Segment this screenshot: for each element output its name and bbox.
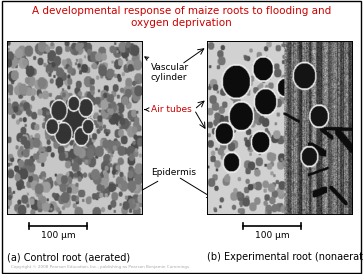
Text: Epidermis: Epidermis: [138, 168, 196, 193]
Text: oxygen deprivation: oxygen deprivation: [131, 18, 232, 28]
Text: (b) Experimental root (nonaerated): (b) Experimental root (nonaerated): [207, 252, 363, 262]
Text: 100 μm: 100 μm: [41, 231, 76, 240]
Text: Copyright © 2008 Pearson Education, Inc., publishing as Pearson Benjamin Cumming: Copyright © 2008 Pearson Education, Inc.…: [11, 264, 189, 269]
Text: Air tubes: Air tubes: [145, 105, 191, 114]
Text: 100 μm: 100 μm: [255, 231, 290, 240]
Text: (a) Control root (aerated): (a) Control root (aerated): [7, 252, 130, 262]
Text: A developmental response of maize roots to flooding and: A developmental response of maize roots …: [32, 6, 331, 16]
Text: Vascular
cylinder: Vascular cylinder: [145, 57, 189, 82]
